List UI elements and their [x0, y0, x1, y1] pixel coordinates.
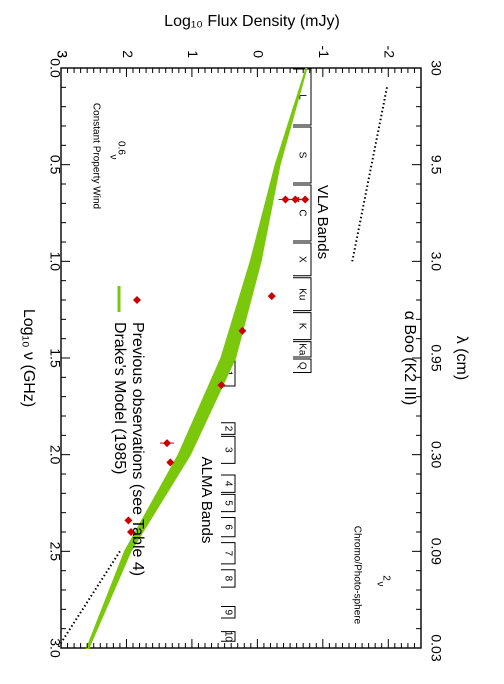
annotation-wind-power: ν	[107, 155, 118, 160]
x-tick-label: 1.5	[47, 348, 63, 368]
axis-ticks	[60, 67, 422, 649]
band-label: Ku	[296, 288, 307, 300]
observation-point	[291, 195, 300, 204]
vla-group-title: VLA Bands	[314, 185, 331, 259]
y-tick-label: 0	[251, 50, 267, 58]
x-axis-title: Log₁₀ ν (GHz)	[20, 309, 37, 407]
band-box	[221, 542, 236, 565]
y-tick-label: 3	[54, 50, 70, 58]
legend-marker-observations	[133, 296, 141, 304]
observation-point	[267, 292, 276, 301]
annotation-chromo-power: ν	[374, 582, 385, 587]
band-box	[293, 312, 312, 341]
observation-point	[281, 195, 290, 204]
annotation-chromo-line: Chromo/Photo-sphere	[351, 526, 362, 625]
band-box	[221, 493, 236, 513]
x-tick-label: 3.0	[47, 638, 63, 658]
observation-point	[166, 458, 175, 467]
tick-labels: 0.00.51.01.52.02.53.0309.53.00.950.300.0…	[47, 46, 444, 662]
band-box	[221, 474, 236, 493]
legend-label-observations: Previous observations (see Table 4)	[129, 322, 146, 576]
band-box	[221, 605, 236, 619]
top-tick-label: 0.03	[428, 634, 444, 661]
band-label: 4	[222, 481, 233, 487]
band-label: 6	[222, 524, 233, 530]
power-law-line	[351, 87, 388, 262]
band-box	[221, 631, 236, 642]
annotation-wind-line: Constant Property Wind	[90, 103, 101, 209]
y-tick-label: -2	[382, 46, 398, 59]
x-tick-label: 2.5	[47, 542, 63, 562]
band-box	[221, 422, 236, 435]
x-tick-label: 0.0	[47, 58, 63, 78]
y-tick-label: 2	[120, 50, 136, 58]
y-axis-title: Log₁₀ Flux Density (mJy)	[164, 13, 340, 30]
band-box	[221, 435, 236, 464]
band-box	[293, 68, 312, 126]
chart-title: α Boo (K2 III)	[401, 311, 418, 406]
top-tick-label: 0.30	[428, 441, 444, 468]
band-label: Ka	[296, 343, 307, 356]
observation-points	[124, 195, 310, 536]
model-band-fill	[85, 67, 308, 649]
band-label: K	[296, 323, 307, 330]
alma-group-title: ALMA Bands	[198, 457, 215, 544]
observation-point	[217, 381, 226, 390]
band-label: 5	[222, 500, 233, 506]
band-label: 7	[222, 550, 233, 556]
power-law-lines	[56, 87, 388, 649]
power-law-line	[56, 550, 121, 649]
observation-point	[124, 516, 133, 525]
band-label: 9	[222, 609, 233, 615]
x2-axis-title: λ (cm)	[453, 336, 470, 380]
observation-point	[238, 326, 247, 335]
band-box	[293, 242, 312, 277]
band-label: 8	[222, 576, 233, 582]
x-tick-label: 0.5	[47, 155, 63, 175]
y-tick-label: 1	[185, 50, 201, 58]
observation-point	[163, 439, 172, 448]
band-label: Q	[296, 362, 307, 370]
band-box	[293, 277, 312, 312]
band-label: X	[296, 256, 307, 263]
x-tick-label: 2.0	[47, 445, 63, 465]
band-box	[221, 569, 236, 588]
band-box	[293, 126, 312, 184]
observation-point	[127, 528, 136, 536]
observation-point	[301, 195, 310, 204]
annotation-chromo-power-exp: 2	[380, 575, 391, 581]
top-tick-label: 0.09	[428, 538, 444, 565]
band-box	[293, 341, 312, 358]
band-box	[293, 184, 312, 242]
band-label: S	[296, 152, 307, 159]
band-label: 3	[222, 447, 233, 453]
legend-label-model: Drake's Model (1985)	[111, 322, 128, 474]
top-tick-label: 30	[428, 60, 444, 76]
x-tick-label: 1.0	[47, 252, 63, 272]
band-box	[221, 517, 236, 538]
band-box	[293, 358, 312, 373]
rotated-labels: Log₁₀ Flux Density (mJy) Log₁₀ ν (GHz) λ (…	[20, 13, 470, 624]
band-label: L	[296, 94, 307, 100]
y-tick-label: -1	[316, 46, 332, 59]
band-label: 10	[222, 631, 233, 643]
top-tick-label: 9.5	[428, 155, 444, 175]
top-tick-label: 3.0	[428, 252, 444, 272]
y-tick-label: 3	[54, 50, 70, 58]
model-band	[85, 67, 308, 649]
annotation-wind-power-exp: 0.6	[115, 141, 126, 155]
band-label: C	[296, 209, 307, 216]
band-label: 2	[222, 426, 233, 432]
legend: Previous observations (see Table 4)Drake…	[111, 286, 146, 576]
top-tick-label: 0.95	[428, 344, 444, 371]
